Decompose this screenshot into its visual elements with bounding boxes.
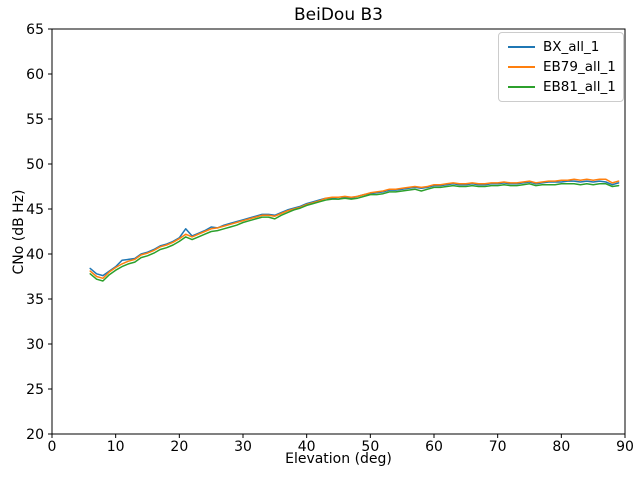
y-tick-label: 60: [26, 67, 44, 83]
legend-item: BX_all_1: [508, 39, 614, 55]
x-tick-label: 0: [48, 439, 57, 455]
legend-item: EB79_all_1: [508, 59, 616, 75]
x-tick-label: 30: [234, 439, 252, 455]
y-tick-label: 55: [26, 112, 44, 128]
x-tick-label: 80: [552, 439, 570, 455]
legend-line-sample-icon: [508, 86, 535, 88]
x-tick-label: 20: [170, 439, 188, 455]
chart-title: BeiDou B3: [294, 5, 383, 25]
x-tick-label: 90: [616, 439, 634, 455]
legend-label: EB79_all_1: [543, 59, 616, 75]
y-tick-label: 35: [26, 292, 44, 308]
x-axis-label: Elevation (deg): [285, 451, 392, 467]
y-tick-label: 20: [26, 427, 44, 443]
x-tick-label: 60: [425, 439, 443, 455]
series-line-EB79_all_1: [89, 178, 620, 280]
x-tick-label: 40: [298, 439, 316, 455]
legend-line-sample-icon: [508, 66, 535, 68]
legend-label: BX_all_1: [543, 39, 600, 55]
y-tick-label: 25: [26, 382, 44, 398]
y-tick-label: 50: [26, 157, 44, 173]
axes-frame: [51, 28, 626, 435]
y-tick-label: 65: [26, 22, 44, 38]
legend-label: EB81_all_1: [543, 79, 616, 95]
legend-line-sample-icon: [508, 46, 535, 48]
x-tick-label: 50: [361, 439, 379, 455]
legend: BX_all_1 EB79_all_1 EB81_all_1: [498, 32, 624, 102]
x-tick-label: 10: [107, 439, 125, 455]
y-tick-label: 40: [26, 247, 44, 263]
y-tick-label: 30: [26, 337, 44, 353]
series-line-BX_all_1: [89, 180, 620, 277]
legend-item: EB81_all_1: [508, 79, 616, 95]
x-tick-label: 70: [489, 439, 507, 455]
series-line-EB81_all_1: [89, 183, 620, 282]
y-axis-label: CNo (dB Hz): [11, 189, 27, 275]
y-tick-label: 45: [26, 202, 44, 218]
